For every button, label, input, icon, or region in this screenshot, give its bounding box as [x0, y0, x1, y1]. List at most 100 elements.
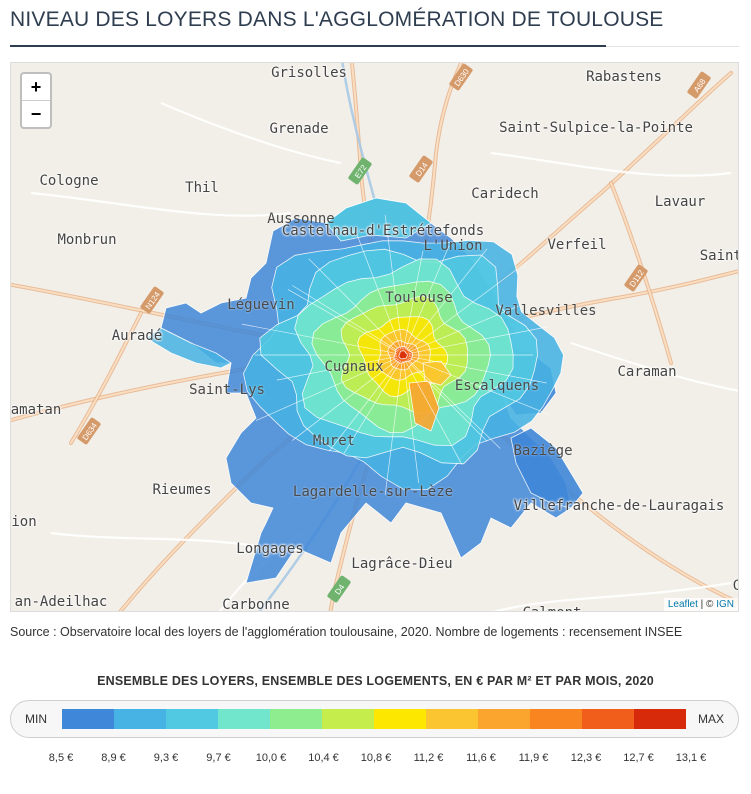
- commune-border: [384, 214, 403, 350]
- place-label: Muret: [312, 433, 356, 449]
- commune-border: [406, 359, 488, 442]
- commune-border: [408, 356, 547, 384]
- commune-border: [292, 285, 399, 352]
- legend-tick: 10,8 €: [360, 752, 392, 764]
- legend-tick: 11,9 €: [518, 752, 549, 764]
- road-shield-background: [687, 71, 711, 99]
- legend-swatch-11: [582, 709, 634, 729]
- legend-swatch-12: [634, 709, 686, 729]
- attribution-separator: | ©: [697, 599, 717, 610]
- road-shield: D14: [409, 155, 433, 183]
- place-label: Aussonne: [267, 211, 335, 227]
- minor-road: [570, 341, 738, 392]
- place-label: Castelnau-d'Estrétefonds: [281, 223, 485, 239]
- legend-tick: 10,0 €: [255, 752, 287, 764]
- choropleth-zone-level-3: [325, 197, 432, 242]
- legend-max-label: MAX: [697, 712, 724, 726]
- title-underline: [10, 45, 606, 47]
- commune-border: [408, 357, 551, 416]
- place-label: Toulouse: [385, 290, 453, 306]
- place-label: Grisolles: [271, 65, 347, 81]
- place-label: ion: [11, 514, 37, 530]
- place-label: Saint-Sulpice-la-Pointe: [499, 120, 693, 136]
- place-label: Ca: [733, 578, 738, 594]
- source-note: Source : Observatoire local des loyers d…: [10, 625, 683, 639]
- ign-link[interactable]: IGN: [716, 599, 734, 610]
- minor-road: [492, 581, 732, 611]
- road-shield-background: [449, 63, 473, 91]
- commune-border: [255, 357, 398, 421]
- place-label: Baziège: [513, 443, 573, 459]
- place-label: L'Union: [423, 238, 483, 254]
- legend-bar: MIN MAX: [10, 700, 739, 738]
- commune-border: [276, 356, 398, 381]
- legend-tick: 12,7 €: [623, 752, 654, 764]
- place-label: Lavaur: [654, 194, 706, 210]
- commune-border: [308, 258, 400, 351]
- road-inner: [70, 312, 142, 444]
- legend-swatch-7: [374, 709, 426, 729]
- place-label: Thil: [185, 180, 219, 196]
- legend-swatch-10: [530, 709, 582, 729]
- map-container[interactable]: D630 A68 D14 E72 D112 N124 D634 D4 Grisolles Rab…: [10, 62, 739, 612]
- road-shield-background: [140, 286, 164, 314]
- commune-border: [356, 234, 402, 350]
- commune-border: [407, 358, 501, 449]
- zoom-out-button[interactable]: −: [22, 100, 50, 127]
- commune-border: [403, 250, 424, 350]
- place-label: Léguevin: [227, 297, 295, 313]
- place-label: Rieumes: [152, 482, 212, 498]
- legend-swatch-2: [114, 709, 166, 729]
- road-inner: [610, 182, 672, 364]
- legend-swatch-4: [218, 709, 270, 729]
- legend-tick: 8,9 €: [101, 752, 126, 764]
- commune-border: [404, 245, 450, 350]
- place-label: Saint-Lys: [189, 382, 265, 398]
- zoom-in-button[interactable]: +: [30, 77, 42, 97]
- leaflet-link[interactable]: Leaflet: [667, 599, 698, 610]
- road-shield-background: [409, 155, 433, 183]
- road-shield-background: [327, 575, 351, 603]
- place-label: Lagrâce-Dieu: [351, 556, 453, 572]
- place-label: Cugnaux: [324, 359, 384, 375]
- commune-border: [406, 248, 488, 351]
- place-label: Saint-: [699, 248, 738, 264]
- title-underline-extension: [606, 46, 739, 47]
- place-label: Lagardelle-sur-Lèze: [292, 484, 454, 500]
- legend-swatch-8: [426, 709, 478, 729]
- legend-tick: 9,7 €: [206, 752, 231, 764]
- legend-swatch-5: [270, 709, 322, 729]
- minor-road: [490, 151, 732, 177]
- place-label: Calmont: [522, 605, 581, 611]
- commune-border: [407, 261, 528, 352]
- minor-road: [160, 101, 342, 165]
- legend-tick: 10,4 €: [308, 752, 339, 764]
- legend-tick: 13,1 €: [675, 752, 707, 764]
- legend-title: ENSEMBLE DES LOYERS, ENSEMBLE DES LOGEME…: [97, 674, 654, 688]
- place-label: Caridech: [471, 186, 539, 202]
- legend-swatch-9: [478, 709, 530, 729]
- place-label: amatan: [10, 402, 62, 418]
- legend-swatch-6: [322, 709, 374, 729]
- legend-ticks: 8,5 € 8,9 € 9,3 € 9,7 € 10,0 € 10,4 € 10,8 € 11…: [49, 752, 707, 766]
- place-label: Longages: [236, 541, 304, 557]
- legend-tick: 11,6 €: [466, 752, 496, 764]
- place-label: Auradé: [111, 328, 163, 344]
- road-shield-background: [77, 417, 101, 445]
- legend-swatch-3: [166, 709, 218, 729]
- commune-border: [287, 289, 398, 353]
- legend-tick: 9,3 €: [153, 752, 179, 764]
- commune-border: [408, 305, 519, 353]
- choropleth-zone-level-1: [510, 427, 584, 509]
- place-label: Verfeil: [547, 237, 607, 253]
- choropleth-zone-level-2: [145, 327, 232, 369]
- minor-road: [30, 191, 292, 217]
- commune-border: [292, 358, 399, 441]
- commune-border: [343, 360, 402, 454]
- commune-border: [404, 360, 463, 465]
- page-title: NIVEAU DES LOYERS DANS L'AGGLOMÉRATION D…: [10, 8, 664, 31]
- road-shield: D4: [327, 575, 351, 603]
- legend-tick: 12,3 €: [570, 752, 602, 764]
- legend-tick: 11,2 €: [413, 752, 444, 764]
